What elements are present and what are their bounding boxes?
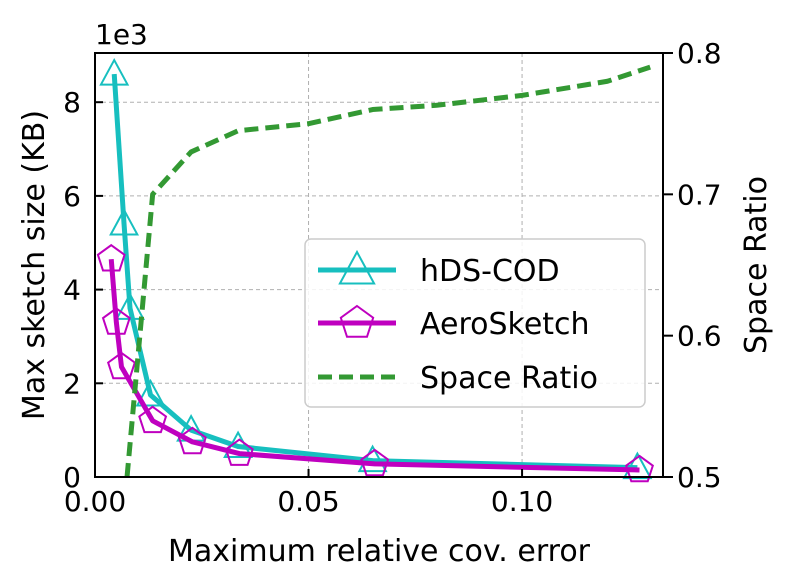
y2-tick-label: 0.8 (677, 37, 722, 70)
data-point (357, 444, 388, 473)
y-tick-label: 0 (63, 461, 81, 494)
legend-label: hDS-COD (420, 254, 560, 289)
y-multiplier-label: 1e3 (95, 18, 148, 51)
y-tick-label: 2 (63, 367, 81, 400)
x-tick-label: 0.10 (491, 485, 553, 518)
series-layer (96, 57, 655, 483)
data-point (360, 448, 390, 477)
series-line (124, 64, 651, 478)
y-tick-label: 6 (63, 180, 81, 213)
legend-label: AeroSketch (420, 307, 590, 342)
y-tick-label: 8 (63, 86, 81, 119)
plot-frame (94, 52, 664, 478)
legend-item: hDS-COD (318, 249, 560, 289)
y-axis-label: Max sketch size (KB) (17, 110, 52, 420)
data-point (135, 378, 166, 407)
x-tick-label: 0.05 (277, 485, 339, 518)
y2-tick-label: 0.7 (677, 178, 722, 211)
data-point (99, 57, 130, 86)
legend-item: Space Ratio (318, 361, 598, 396)
data-point (96, 243, 126, 272)
ticks: 0.00 0.05 0.10 0 2 4 6 8 0.5 0.6 0.7 0.8 (63, 37, 721, 518)
data-point (224, 438, 254, 466)
series-line (108, 258, 640, 473)
legend-box (304, 238, 646, 408)
y2-axis-label: Space Ratio (739, 176, 774, 354)
legend-marker (338, 249, 376, 285)
data-point (622, 451, 653, 480)
y-tick-label: 4 (63, 274, 81, 307)
data-point (109, 207, 140, 236)
y2-tick-label: 0.5 (677, 461, 722, 494)
legend-label: Space Ratio (420, 361, 598, 396)
data-point (101, 307, 131, 335)
data-point (138, 405, 168, 434)
x-axis-label: Maximum relative cov. error (168, 534, 591, 569)
series-aerosketch (96, 243, 655, 483)
data-point (106, 351, 136, 380)
series-space-ratio (124, 64, 651, 478)
data-point (177, 426, 207, 455)
legend-item: AeroSketch (318, 304, 590, 342)
data-point (625, 454, 655, 483)
series-line (111, 73, 638, 471)
legend: hDS-COD AeroSketch Space Ratio (304, 238, 646, 408)
x-tick-label: 0.00 (64, 485, 126, 518)
legend-marker (339, 304, 375, 338)
y2-tick-label: 0.6 (677, 320, 722, 353)
